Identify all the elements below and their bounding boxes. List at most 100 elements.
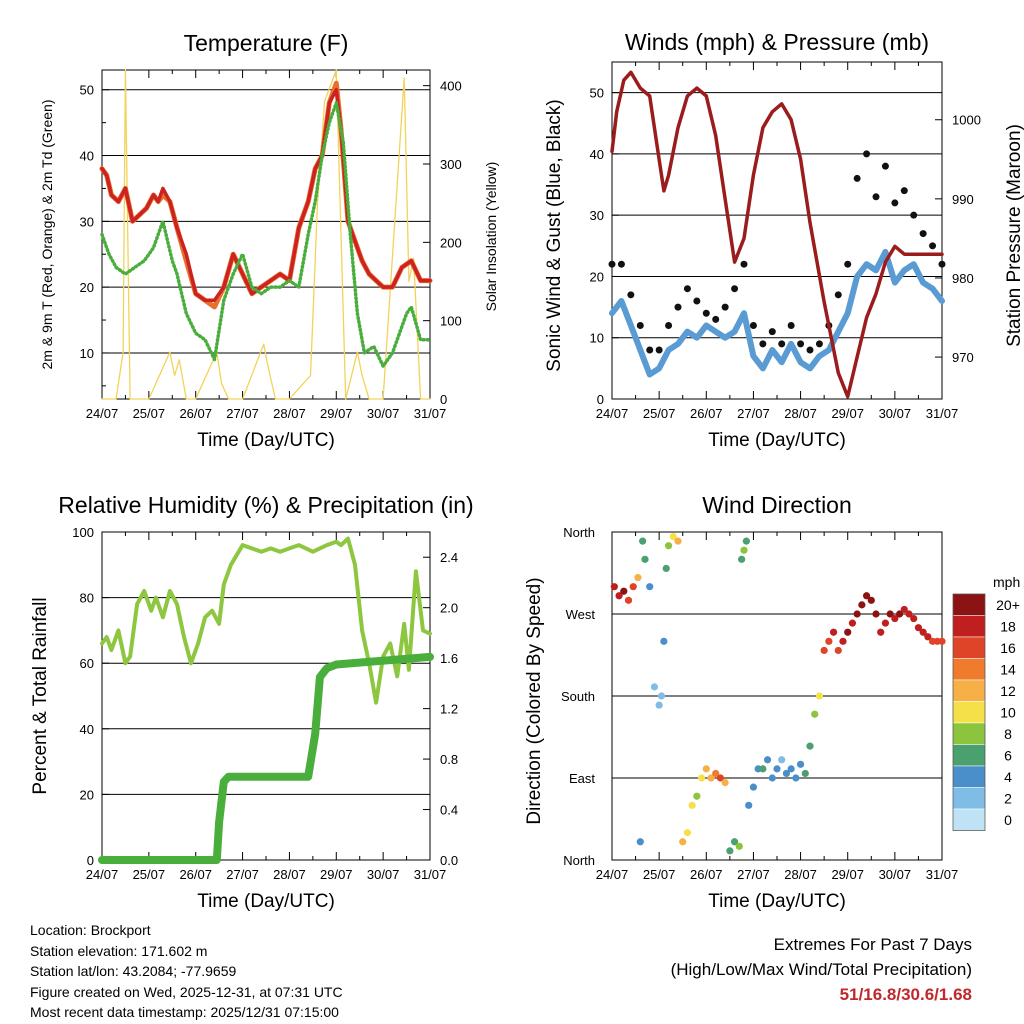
wind-direction-point: [782, 769, 791, 778]
wind-direction-point: [674, 537, 682, 545]
series-total-precipitation: [98, 652, 434, 864]
y-right-tick-label: 400: [440, 79, 462, 94]
wind-direction-point: [759, 765, 767, 773]
colorbar-swatch: [952, 744, 986, 767]
wind-direction-point: [697, 774, 706, 782]
figure-created: Figure created on Wed, 2025-12-31, at 07…: [30, 983, 343, 1000]
y-tick-label: 50: [80, 83, 94, 98]
colorbar-label: 20+: [996, 597, 1020, 613]
gust-point: [749, 321, 757, 329]
extremes-subtitle: (High/Low/Max Wind/Total Precipitation): [670, 960, 972, 979]
gust-point: [787, 321, 795, 329]
wind-direction-point: [707, 774, 715, 782]
colorbar-swatch: [952, 701, 986, 724]
y-tick-label: 40: [590, 147, 604, 162]
y-right-tick-label: 970: [952, 350, 974, 365]
colorbar-swatch: [952, 636, 986, 659]
series-gust: [608, 150, 946, 354]
wind-direction-point: [639, 537, 647, 545]
colorbar-swatch: [952, 765, 986, 788]
extremes-title: Extremes For Past 7 Days: [773, 935, 972, 954]
station-location: Location: Brockport: [30, 922, 151, 938]
wind-direction-point: [886, 610, 894, 618]
gust-point: [900, 187, 908, 195]
wind-direction-point: [924, 633, 932, 641]
wind-direction-point: [778, 756, 786, 764]
wind-direction-point: [768, 774, 776, 782]
gust-point: [938, 260, 946, 268]
x-tick-label: 27/07: [737, 406, 770, 421]
wind-direction-point: [815, 692, 824, 700]
wind-direction-point: [646, 583, 654, 591]
wind-direction-point: [745, 801, 753, 809]
x-tick-label: 24/07: [596, 406, 629, 421]
gust-point: [778, 340, 786, 348]
y-right-tick-label: 0: [440, 392, 447, 407]
gust-point: [844, 260, 852, 268]
wind-direction-point: [738, 555, 746, 563]
wind-direction-point: [787, 765, 795, 773]
x-tick-label: 31/07: [414, 406, 447, 421]
x-tick-label: 28/07: [273, 406, 306, 421]
colorbar-label: 10: [1000, 704, 1016, 720]
wind-direction-point: [858, 601, 866, 609]
wind-direction-point: [914, 624, 923, 632]
wind-direction-point: [938, 637, 946, 645]
wind-direction-point: [662, 564, 670, 573]
y-tick-label: 40: [80, 722, 94, 737]
series-solar-insolation: [101, 69, 431, 400]
gust-point: [712, 315, 720, 323]
wind-direction-point: [660, 637, 668, 645]
recent-data-timestamp: Most recent data timestamp: 2025/12/31 0…: [30, 1004, 339, 1020]
colorbar-swatch: [952, 787, 986, 810]
x-tick-label: 29/07: [320, 867, 353, 882]
wind-direction-point: [862, 592, 871, 600]
gust-point: [834, 291, 842, 299]
y-axis-label: Percent & Total Rainfall: [30, 597, 51, 794]
x-tick-label: 29/07: [831, 406, 864, 421]
wind-direction-point: [636, 838, 644, 846]
x-tick-label: 24/07: [596, 867, 629, 882]
gust-point: [740, 260, 748, 268]
gust-point: [636, 321, 644, 329]
x-tick-label: 28/07: [273, 867, 306, 882]
wind-direction-point: [679, 838, 687, 846]
wind-direction-point: [664, 542, 673, 550]
plot-frame: [101, 69, 431, 400]
y-right-tick-label: 0.4: [440, 803, 458, 818]
y-tick-label: South: [561, 689, 595, 704]
colorbar-swatch: [952, 808, 986, 831]
y-tick-label: 10: [590, 331, 604, 346]
wind-direction-point: [620, 587, 628, 595]
gust-point: [853, 174, 861, 182]
colorbar-swatch: [952, 679, 986, 702]
x-tick-label: 30/07: [367, 867, 400, 882]
colorbar-title: mph: [993, 574, 1020, 590]
wind-direction-point: [773, 765, 781, 773]
wind-direction-point: [716, 774, 725, 782]
y-right-tick-label: 100: [440, 314, 462, 329]
plot-frame: [101, 531, 431, 861]
gust-point: [881, 162, 889, 170]
x-tick-label: 26/07: [690, 867, 723, 882]
y-right-tick-label: 0.8: [440, 752, 458, 767]
colorbar-frame: [952, 593, 986, 831]
gust-point: [665, 321, 673, 329]
x-tick-label: 31/07: [926, 406, 959, 421]
wind-direction-point: [763, 756, 772, 764]
y-tick-label: 0: [597, 392, 604, 407]
x-tick-label: 29/07: [320, 406, 353, 421]
gust-point: [863, 150, 871, 158]
extremes-values: 51/16.8/30.6/1.68: [839, 985, 972, 1004]
wind-direction-point: [796, 760, 805, 768]
y-right-tick-label: 1.2: [440, 702, 458, 717]
gust-point: [919, 230, 927, 238]
y-right-tick-label: 200: [440, 235, 462, 250]
y-axis-label: 2m & 9m T (Red, Orange) & 2m Td (Green): [39, 100, 55, 370]
wind-direction-point: [877, 628, 885, 636]
x-tick-label: 26/07: [179, 867, 212, 882]
colorbar-label: 12: [1000, 683, 1016, 699]
series-wind-direction: [610, 532, 946, 855]
gust-point: [731, 285, 739, 293]
y-tick-label: 30: [590, 208, 604, 223]
